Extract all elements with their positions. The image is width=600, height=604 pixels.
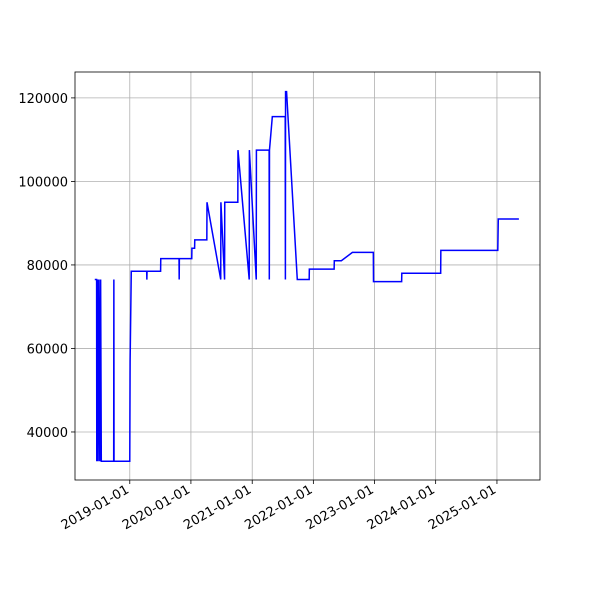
y-tick-label: 60000 [27, 342, 68, 357]
data-line [94, 90, 519, 462]
x-tick-label: 2024-01-01 [365, 482, 438, 533]
y-tick-label: 120000 [18, 92, 68, 107]
plot-frame [74, 71, 541, 481]
y-tick-label: 40000 [27, 426, 68, 441]
x-tick-label: 2021-01-01 [181, 482, 254, 533]
y-tick-label: 80000 [27, 259, 68, 274]
grid [75, 72, 540, 480]
x-tick-label: 2022-01-01 [242, 482, 315, 533]
x-tick-label: 2025-01-01 [426, 482, 499, 533]
x-tick-label: 2020-01-01 [120, 482, 193, 533]
x-tick-label: 2023-01-01 [304, 482, 377, 533]
x-tick-label: 2019-01-01 [59, 482, 132, 533]
y-tick-label: 100000 [18, 175, 68, 190]
